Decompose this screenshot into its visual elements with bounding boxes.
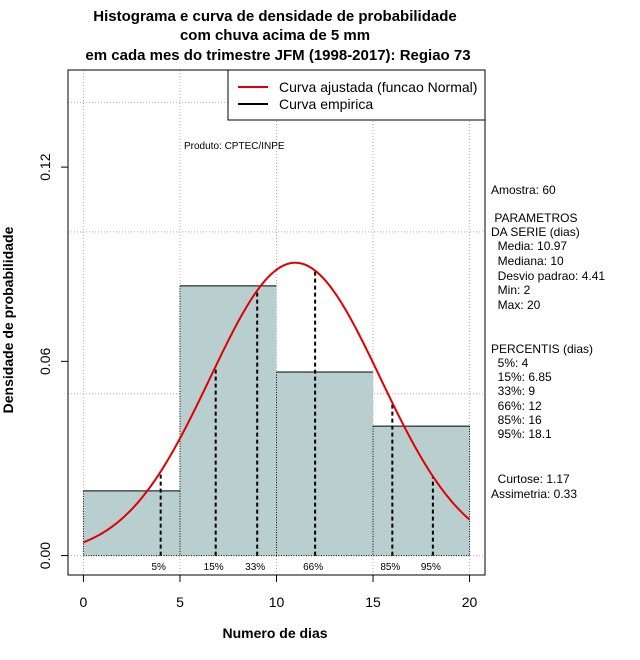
axes: 0 5 10 15 20 0.00 0.06 0.12 xyxy=(37,153,478,610)
product-annotation: Produto: CPTEC/INPE xyxy=(184,141,285,152)
histogram-bar-4 xyxy=(373,426,470,556)
x-tick-label-15: 15 xyxy=(365,594,381,610)
percentile-label-85%: 85% xyxy=(380,562,400,573)
x-tick-label-20: 20 xyxy=(462,594,478,610)
chart-title-line-1: Histograma e curva de densidade de proba… xyxy=(93,8,456,25)
percentile-label-33%: 33% xyxy=(245,562,265,573)
y-tick-label-0: 0.00 xyxy=(37,542,53,569)
stat-median: Mediana: 10 xyxy=(491,254,564,268)
stats-panel: Amostra: 60 PARAMETROS DA SERIE (dias) M… xyxy=(491,183,605,501)
chart-title-line-2: com chuva acima de 5 mm xyxy=(180,27,370,44)
x-tick-label-0: 0 xyxy=(80,594,88,610)
y-tick-label-1: 0.06 xyxy=(37,348,53,375)
stat-sample: Amostra: 60 xyxy=(491,183,556,197)
stat-percentiles-heading: PERCENTIS (dias) xyxy=(491,342,593,356)
stat-p95: 95%: 18.1 xyxy=(491,427,552,441)
stat-min: Min: 2 xyxy=(491,283,531,297)
normal-curve xyxy=(83,261,471,544)
percentile-lines: 5% 15% 33% 66% 85% 95% xyxy=(151,270,441,573)
stat-p5: 5%: 4 xyxy=(491,356,529,370)
percentile-label-66%: 66% xyxy=(303,562,323,573)
percentile-label-5%: 5% xyxy=(151,562,166,573)
stat-p66: 66%: 12 xyxy=(491,399,542,413)
x-tick-label-5: 5 xyxy=(176,594,184,610)
stat-p15: 15%: 6.85 xyxy=(491,370,552,384)
histogram-bar-3 xyxy=(276,372,374,556)
stat-max: Max: 20 xyxy=(491,298,541,312)
percentile-label-15%: 15% xyxy=(204,562,224,573)
stat-params-heading: PARAMETROS xyxy=(491,211,577,225)
y-axis-title: Densidade de probabilidade xyxy=(0,226,16,413)
histogram-bar-1 xyxy=(83,490,180,556)
percentile-label-95%: 95% xyxy=(421,562,441,573)
stat-mean: Media: 10.97 xyxy=(491,239,567,253)
legend-label-empirical: Curva empirica xyxy=(279,96,373,112)
histogram-bars xyxy=(82,285,471,557)
legend-box xyxy=(227,69,486,121)
x-tick-label-10: 10 xyxy=(269,594,285,610)
stat-kurtosis: Curtose: 1.17 xyxy=(491,472,570,486)
legend: Curva ajustada (funcao Normal) Curva emp… xyxy=(227,69,486,121)
histogram-bar-2 xyxy=(179,285,277,556)
x-axis-title: Numero de dias xyxy=(222,625,327,641)
stat-p33: 33%: 9 xyxy=(491,384,535,398)
chart-title-line-3: em cada mes do trimestre JFM (1998-2017)… xyxy=(85,47,470,64)
stat-params-subheading: DA SERIE (dias) xyxy=(491,225,580,239)
y-tick-label-2: 0.12 xyxy=(37,153,53,180)
stat-p85: 85%: 16 xyxy=(491,413,542,427)
stat-sd: Desvio padrao: 4.41 xyxy=(491,269,605,283)
stat-skewness: Assimetria: 0.33 xyxy=(491,487,577,501)
normal-curve-line xyxy=(83,261,471,544)
legend-label-normal: Curva ajustada (funcao Normal) xyxy=(279,79,477,95)
